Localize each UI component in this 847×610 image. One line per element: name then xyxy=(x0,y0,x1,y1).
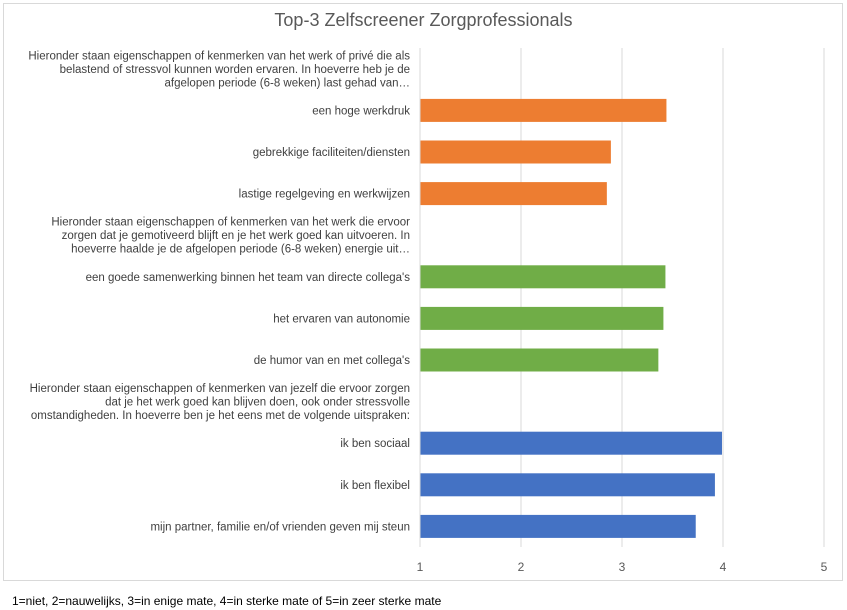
bar xyxy=(420,140,611,164)
bar xyxy=(420,431,722,455)
x-tick-label: 4 xyxy=(720,560,727,574)
group-heading-line: afgelopen periode (6-8 weken) last gehad… xyxy=(165,77,411,89)
x-tick-label: 2 xyxy=(518,560,525,574)
category-label: ik ben sociaal xyxy=(340,438,410,450)
chart-title: Top-3 Zelfscreener Zorgprofessionals xyxy=(274,10,573,30)
bar-chart: 1 2 3 4 5 Hieronder staan eigenschappen of ke… xyxy=(28,48,828,574)
category-label: het ervaren van autonomie xyxy=(273,313,410,325)
category-label: ik ben flexibel xyxy=(340,480,410,492)
bar xyxy=(420,98,667,122)
group-heading-line: Hieronder staan eigenschappen of kenmerk… xyxy=(30,383,410,395)
group-heading-line: Hieronder staan eigenschappen of kenmerk… xyxy=(51,217,410,229)
group-heading-line: Hieronder staan eigenschappen of kenmerk… xyxy=(28,50,410,62)
group-heading-line: belastend of stressvol kunnen worden erv… xyxy=(60,64,410,76)
category-label: lastige regelgeving en werkwijzen xyxy=(239,189,410,201)
group-heading-line: dat je het werk goed kan blijven doen, o… xyxy=(105,397,410,409)
bar xyxy=(420,182,607,206)
group-heading-line: zorgen dat je gemotiveerd blijft en je h… xyxy=(62,230,410,242)
chart-footnote: 1=niet, 2=nauwelijks, 3=in enige mate, 4… xyxy=(12,594,442,608)
category-label: mijn partner, familie en/of vrienden gev… xyxy=(150,521,410,533)
group-heading-line: hoeverre haalde je de afgelopen periode … xyxy=(71,244,410,256)
group-heading-line: omstandigheden. In hoeverre ben je het e… xyxy=(31,410,410,422)
category-label: een goede samenwerking binnen het team v… xyxy=(86,272,411,284)
bar xyxy=(420,265,666,289)
bar xyxy=(420,306,664,330)
category-label: een hoge werkdruk xyxy=(312,105,410,117)
bar xyxy=(420,473,715,497)
category-label: gebrekkige faciliteiten/diensten xyxy=(253,147,410,159)
bar xyxy=(420,348,659,372)
category-label: de humor van en met collega's xyxy=(254,355,411,367)
bar xyxy=(420,514,696,538)
x-tick-label: 1 xyxy=(417,560,424,574)
x-tick-label: 5 xyxy=(821,560,828,574)
x-tick-label: 3 xyxy=(619,560,626,574)
